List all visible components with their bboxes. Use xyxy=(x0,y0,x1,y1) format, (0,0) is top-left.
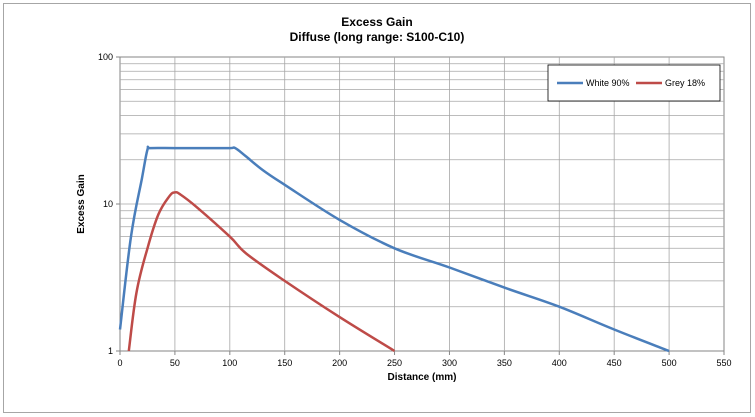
y-axis-label: Excess Gain xyxy=(76,174,87,233)
grid xyxy=(120,57,724,351)
legend-label-white: White 90% xyxy=(586,78,630,88)
x-tick-label: 550 xyxy=(716,358,731,368)
tick-labels: 0 50 100 150 200 250 300 350 400 450 500 550 1 10 100 xyxy=(98,52,732,368)
y-tick-label: 10 xyxy=(103,199,113,209)
x-tick-label: 150 xyxy=(277,358,292,368)
x-tick-label: 100 xyxy=(222,358,237,368)
x-tick-label: 200 xyxy=(332,358,347,368)
series-line-white-90 xyxy=(118,145,670,353)
chart-title: Excess Gain xyxy=(341,15,412,29)
series xyxy=(118,145,670,353)
x-tick-label: 50 xyxy=(170,358,180,368)
x-tick-label: 400 xyxy=(552,358,567,368)
x-tick-label: 250 xyxy=(387,358,402,368)
series-line-grey-18 xyxy=(127,190,396,353)
x-tick-label: 500 xyxy=(662,358,677,368)
x-tick-label: 300 xyxy=(442,358,457,368)
legend-label-grey: Grey 18% xyxy=(665,78,705,88)
x-tick-label: 350 xyxy=(497,358,512,368)
y-tick-label: 100 xyxy=(98,52,113,62)
x-axis-label: Distance (mm) xyxy=(388,372,457,383)
chart-subtitle: Diffuse (long range: S100-C10) xyxy=(290,30,465,44)
x-tick-label: 450 xyxy=(607,358,622,368)
legend: White 90% Grey 18% xyxy=(547,64,721,102)
y-tick-label: 1 xyxy=(108,346,113,356)
x-tick-label: 0 xyxy=(117,358,122,368)
